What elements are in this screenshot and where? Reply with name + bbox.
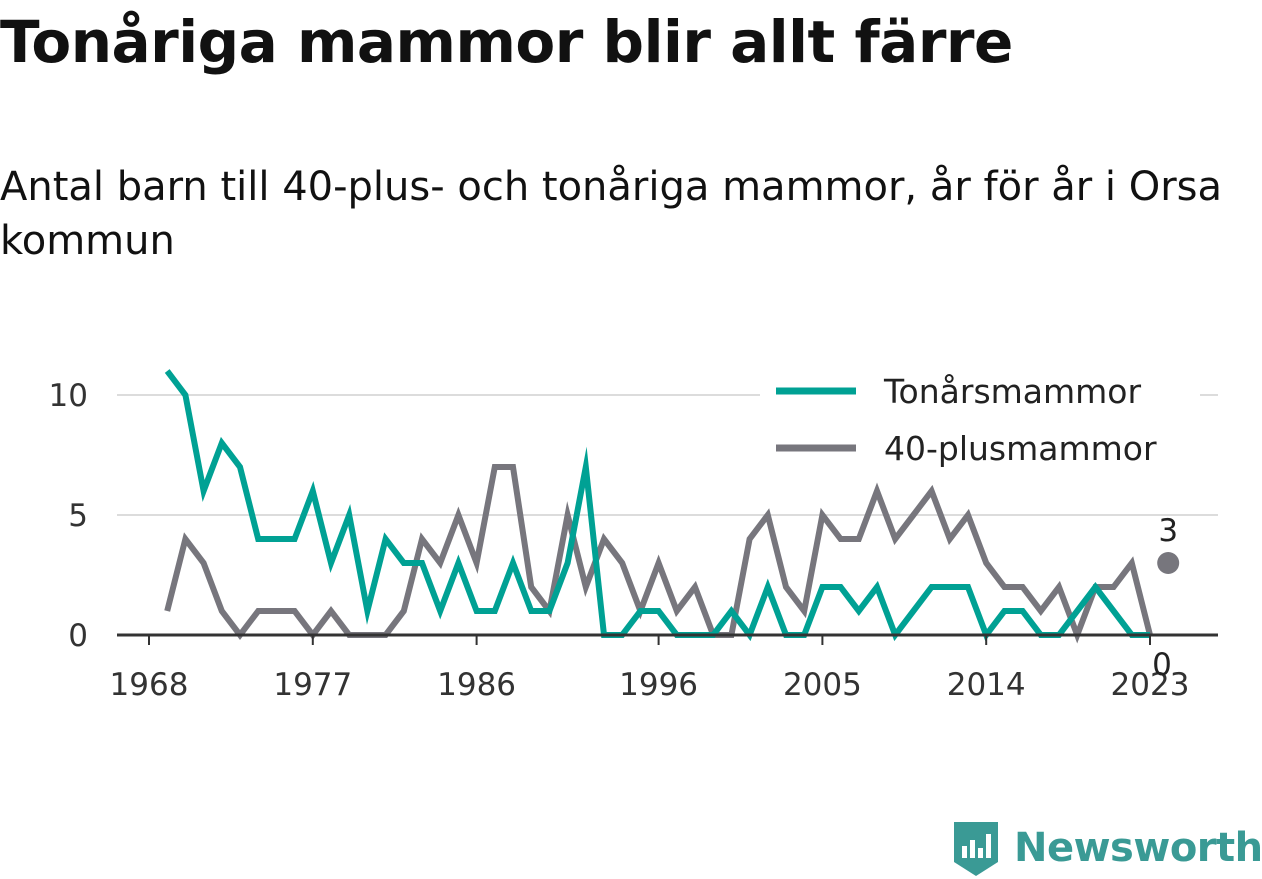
end-marker-dot xyxy=(1157,552,1180,574)
x-tick-label: 1968 xyxy=(110,667,189,703)
bar-chart-icon xyxy=(954,822,998,876)
end-labels: 30 xyxy=(1152,513,1180,683)
chart-title: Tonåriga mammor blir allt färre xyxy=(0,8,1013,76)
brand-name: Newsworthy xyxy=(1014,825,1262,871)
legend-background xyxy=(760,362,1200,482)
x-tick-label: 2005 xyxy=(783,667,862,703)
y-tick-label: 0 xyxy=(68,618,88,654)
y-axis: 0 5 10 xyxy=(49,378,88,654)
series-line-40-plusmammor xyxy=(164,464,1153,644)
newsworthy-logo[interactable]: Newsworthy xyxy=(952,818,1262,878)
x-tick-label: 1996 xyxy=(619,667,698,703)
y-tick-label: 10 xyxy=(49,378,88,414)
y-tick-label: 5 xyxy=(68,498,88,534)
legend: Tonårsmammor 40-plusmammor xyxy=(760,362,1200,482)
x-tick-label: 2014 xyxy=(947,667,1026,703)
x-tick-label: 1986 xyxy=(437,667,516,703)
legend-label: Tonårsmammor xyxy=(883,372,1141,411)
chart-subtitle: Antal barn till 40-plus- och tonåriga ma… xyxy=(0,164,1223,264)
end-label-teen: 0 xyxy=(1152,647,1172,683)
x-tick-label: 2023 xyxy=(1111,667,1190,703)
end-label-40-plus: 3 xyxy=(1158,513,1178,549)
x-axis: 1968 1977 1986 1996 2005 2014 2023 xyxy=(110,633,1218,703)
legend-label: 40-plusmammor xyxy=(884,429,1157,468)
x-tick-label: 1977 xyxy=(273,667,352,703)
